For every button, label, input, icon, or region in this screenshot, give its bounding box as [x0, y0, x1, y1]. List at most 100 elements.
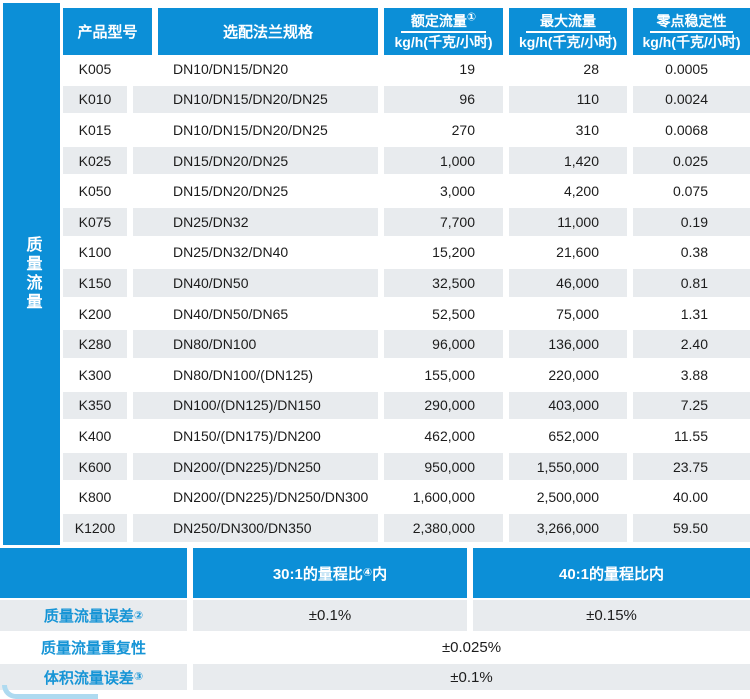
header-rated-flow-title: 额定流量①: [410, 10, 477, 29]
header-zero-stability: 零点稳定性 kg/h(千克/小时): [633, 8, 750, 55]
volume-flow-error-row: 体积流量误差 ③ ±0.1%: [0, 664, 750, 690]
mass-flow-error-40-value: ±0.15%: [473, 600, 750, 631]
cell-rated-flow: 7,700: [384, 207, 503, 239]
cell-zero-stability: 11.55: [633, 422, 750, 453]
turndown-band-spacer: [0, 548, 187, 598]
cell-max-flow: 2,500,000: [509, 483, 627, 514]
header-flange-spec: 选配法兰规格: [158, 8, 378, 55]
cell-product-model: K200: [63, 300, 127, 331]
cell-flange-spec: DN80/DN100/(DN125): [133, 361, 378, 392]
rounded-corner-decoration: [2, 685, 98, 699]
cell-product-model: K025: [63, 146, 127, 178]
header-rated-flow: 额定流量① kg/h(千克/小时): [384, 8, 503, 55]
table-row: K800 DN200/(DN225)/DN250/DN300 1,600,000…: [63, 483, 750, 514]
footnote-1-marker: ①: [466, 10, 477, 23]
cell-rated-flow: 52,500: [384, 300, 503, 331]
cell-flange-spec: DN40/DN50: [133, 269, 378, 300]
cell-flange-spec: DN10/DN15/DN20/DN25: [133, 85, 378, 117]
cell-max-flow: 110: [509, 85, 627, 117]
table-row: K1200 DN250/DN300/DN350 2,380,000 3,266,…: [63, 513, 750, 545]
cell-product-model: K400: [63, 422, 127, 453]
mass-flow-repeatability-label: 质量流量重复性: [40, 640, 146, 657]
cell-flange-spec: DN40/DN50/DN65: [133, 300, 378, 331]
cell-zero-stability: 0.025: [633, 146, 750, 178]
cell-flange-spec: DN15/DN20/DN25: [133, 177, 378, 208]
cell-max-flow: 220,000: [509, 361, 627, 392]
cell-product-model: K005: [63, 55, 127, 86]
table-row: K280 DN80/DN100 96,000 136,000 2.40: [63, 330, 750, 361]
mass-flow-error-label: 质量流量误差 ②: [0, 600, 187, 631]
cell-max-flow: 403,000: [509, 391, 627, 423]
header-product-model: 产品型号: [63, 8, 152, 55]
cell-product-model: K800: [63, 483, 127, 514]
header-max-flow-unit: kg/h(千克/小时): [519, 33, 617, 50]
table-row: K050 DN15/DN20/DN25 3,000 4,200 0.075: [63, 177, 750, 208]
mass-flow-error-30-value: ±0.1%: [193, 600, 467, 631]
cell-flange-spec: DN250/DN300/DN350: [133, 513, 378, 545]
cell-max-flow: 11,000: [509, 207, 627, 239]
header-zero-stability-title: 零点稳定性: [656, 12, 727, 29]
cell-rated-flow: 290,000: [384, 391, 503, 423]
cell-max-flow: 21,600: [509, 239, 627, 270]
table-body: K005 DN10/DN15/DN20 19 28 0.0005 K010 DN…: [63, 55, 750, 545]
cell-flange-spec: DN10/DN15/DN20: [133, 55, 378, 86]
cell-max-flow: 4,200: [509, 177, 627, 208]
header-divider-line: [401, 30, 486, 33]
mass-flow-repeatability-row: 质量流量重复性 ±0.025%: [0, 634, 750, 661]
mass-flow-error-row: 质量流量误差 ② ±0.1% ±0.15%: [0, 600, 750, 631]
header-divider-line: [650, 30, 733, 33]
side-band-label: 质量流量: [23, 236, 41, 312]
table-row: K005 DN10/DN15/DN20 19 28 0.0005: [63, 55, 750, 86]
cell-flange-spec: DN100/(DN125)/DN150: [133, 391, 378, 423]
cell-rated-flow: 32,500: [384, 269, 503, 300]
cell-max-flow: 1,550,000: [509, 452, 627, 484]
cell-zero-stability: 59.50: [633, 513, 750, 545]
mass-flow-side-band: 质量流量: [3, 3, 60, 545]
cell-max-flow: 310: [509, 116, 627, 147]
cell-zero-stability: 1.31: [633, 300, 750, 331]
cell-product-model: K280: [63, 330, 127, 361]
header-max-flow: 最大流量 kg/h(千克/小时): [509, 8, 627, 55]
table-row: K300 DN80/DN100/(DN125) 155,000 220,000 …: [63, 361, 750, 392]
cell-product-model: K600: [63, 452, 127, 484]
cell-rated-flow: 96,000: [384, 330, 503, 361]
cell-rated-flow: 96: [384, 85, 503, 117]
cell-zero-stability: 0.075: [633, 177, 750, 208]
turndown-ratio-band: 30:1的量程比 ④ 内 40:1的量程比内: [0, 548, 750, 598]
header-max-flow-title: 最大流量: [540, 12, 596, 29]
turndown-40-1: 40:1的量程比内: [473, 548, 750, 598]
table-row: K100 DN25/DN32/DN40 15,200 21,600 0.38: [63, 239, 750, 270]
header-rated-flow-unit: kg/h(千克/小时): [394, 33, 493, 50]
turndown-30-1: 30:1的量程比 ④ 内: [193, 548, 467, 598]
cell-rated-flow: 155,000: [384, 361, 503, 392]
cell-zero-stability: 0.0068: [633, 116, 750, 147]
cell-zero-stability: 7.25: [633, 391, 750, 423]
cell-rated-flow: 15,200: [384, 239, 503, 270]
cell-zero-stability: 0.0024: [633, 85, 750, 117]
cell-max-flow: 28: [509, 55, 627, 86]
table-row: K600 DN200/(DN225)/DN250 950,000 1,550,0…: [63, 452, 750, 484]
cell-product-model: K150: [63, 269, 127, 300]
cell-flange-spec: DN200/(DN225)/DN250/DN300: [133, 483, 378, 514]
cell-zero-stability: 0.19: [633, 207, 750, 239]
cell-zero-stability: 0.0005: [633, 55, 750, 86]
cell-product-model: K010: [63, 85, 127, 117]
cell-max-flow: 3,266,000: [509, 513, 627, 545]
cell-product-model: K100: [63, 239, 127, 270]
table-row: K025 DN15/DN20/DN25 1,000 1,420 0.025: [63, 146, 750, 178]
cell-rated-flow: 2,380,000: [384, 513, 503, 545]
cell-rated-flow: 3,000: [384, 177, 503, 208]
table-row: K015 DN10/DN15/DN20/DN25 270 310 0.0068: [63, 116, 750, 147]
mass-flow-repeatability-value: ±0.025%: [441, 639, 502, 656]
table-row: K010 DN10/DN15/DN20/DN25 96 110 0.0024: [63, 85, 750, 117]
cell-product-model: K1200: [63, 513, 127, 545]
cell-zero-stability: 2.40: [633, 330, 750, 361]
cell-flange-spec: DN200/(DN225)/DN250: [133, 452, 378, 484]
cell-rated-flow: 950,000: [384, 452, 503, 484]
cell-product-model: K050: [63, 177, 127, 208]
cell-flange-spec: DN150/(DN175)/DN200: [133, 422, 378, 453]
turndown-30-1-suffix: 内: [372, 565, 388, 583]
cell-rated-flow: 1,600,000: [384, 483, 503, 514]
cell-rated-flow: 19: [384, 55, 503, 86]
